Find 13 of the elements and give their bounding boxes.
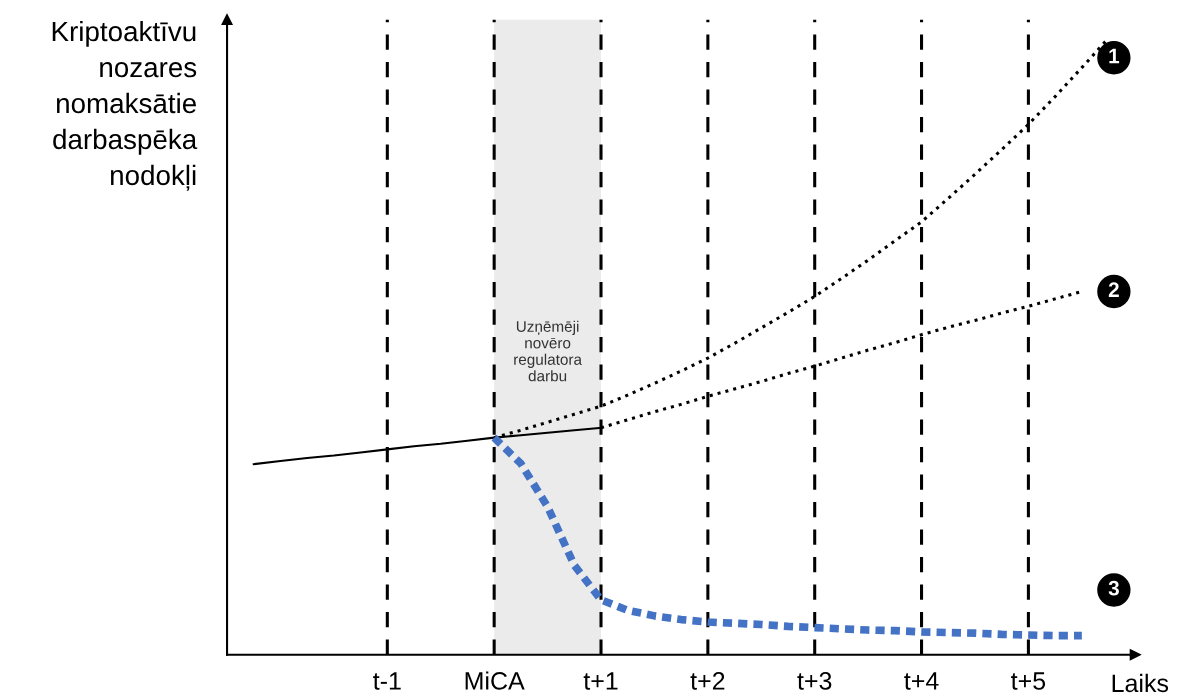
x-tick-label: t+3 xyxy=(797,672,832,690)
annotation: 1 xyxy=(1109,48,1120,64)
x-tick-label: t+2 xyxy=(690,672,725,690)
band-label: Uzņēmēji novēro regulatora darbu xyxy=(514,320,582,382)
y-axis-title: Kriptoaktīvu nozares nomaksātie darbaspēka nodokļi xyxy=(52,20,198,191)
x-axis-title: Laiks xyxy=(1112,673,1169,693)
x-tick-label: t+5 xyxy=(1011,672,1046,690)
annotation: 2 xyxy=(1108,282,1119,297)
x-tick-label: MiCA xyxy=(465,671,525,690)
x-tick-label: t+4 xyxy=(904,672,939,690)
x-tick-label: t+1 xyxy=(583,672,618,690)
x-tick-label: t-1 xyxy=(373,672,401,690)
annotation: 3 xyxy=(1108,580,1119,596)
